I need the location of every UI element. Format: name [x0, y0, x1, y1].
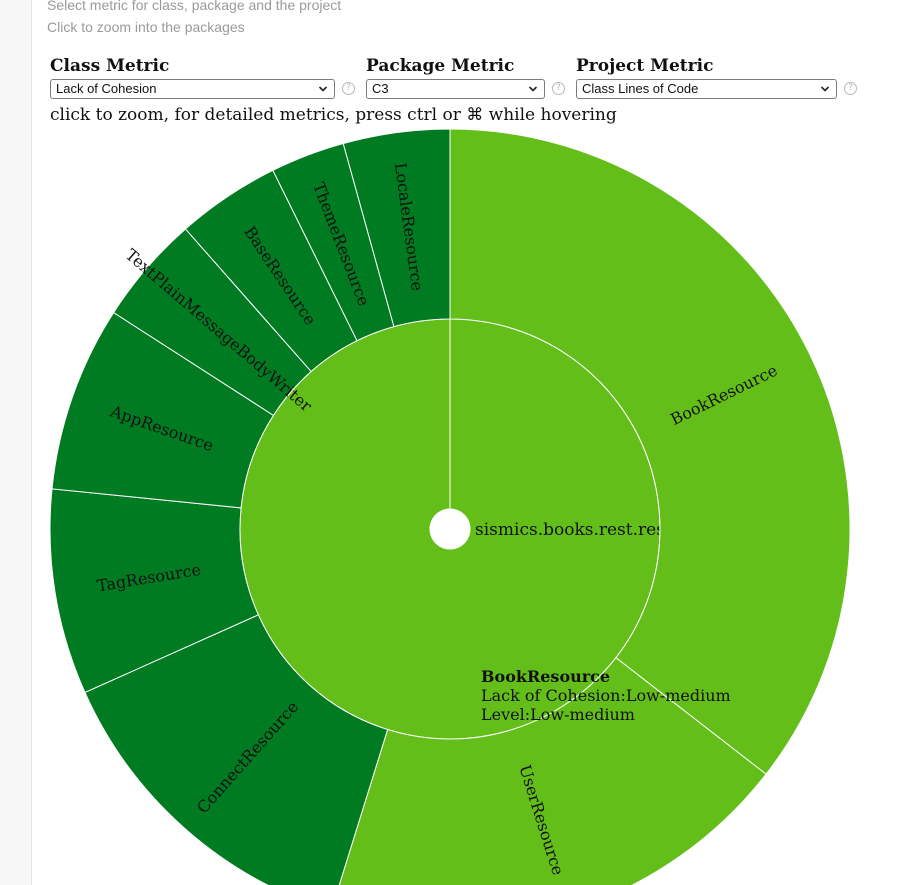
- package-metric-title: Package Metric: [366, 56, 515, 76]
- metric-hint: Select metric for class, package and the…: [47, 0, 342, 13]
- chart-instruction: click to zoom, for detailed metrics, pre…: [50, 105, 617, 125]
- class-arc-connectresource[interactable]: [84, 614, 389, 885]
- project-metric-group: Project Metric Class Lines of Code ?: [576, 56, 857, 99]
- package-label: sismics.books.rest.resource: [475, 520, 714, 540]
- chevron-down-icon: [528, 86, 538, 92]
- chevron-down-icon: [820, 86, 830, 92]
- package-metric-value: C3: [372, 81, 389, 96]
- project-metric-help-icon[interactable]: ?: [844, 82, 857, 95]
- class-arc-bookresource[interactable]: [449, 128, 851, 775]
- class-metric-value: Lack of Cohesion: [56, 81, 157, 96]
- package-metric-select[interactable]: C3: [366, 79, 545, 99]
- zoom-hint-text: Click to zoom into the packages: [47, 19, 245, 35]
- class-arc-userresource[interactable]: [331, 657, 767, 885]
- project-metric-title: Project Metric: [576, 56, 714, 76]
- hover-tooltip: BookResource Lack of Cohesion:Low-medium…: [481, 667, 731, 724]
- package-metric-help-icon[interactable]: ?: [552, 82, 565, 95]
- class-metric-select[interactable]: Lack of Cohesion: [50, 79, 335, 99]
- chevron-down-icon: [318, 86, 328, 92]
- tooltip-class-name: BookResource: [481, 667, 611, 686]
- tooltip-level-line: Level:Low-medium: [481, 705, 635, 724]
- left-rail: [0, 0, 32, 885]
- class-metric-group: Class Metric Lack of Cohesion ?: [50, 56, 355, 99]
- project-metric-select[interactable]: Class Lines of Code: [576, 79, 837, 99]
- class-metric-help-icon[interactable]: ?: [342, 82, 355, 95]
- package-metric-group: Package Metric C3 ?: [366, 56, 565, 99]
- class-metric-title: Class Metric: [50, 56, 170, 76]
- project-metric-value: Class Lines of Code: [582, 81, 699, 96]
- tooltip-metric-line: Lack of Cohesion:Low-medium: [481, 686, 731, 705]
- class-arc-localeresource[interactable]: [342, 128, 451, 328]
